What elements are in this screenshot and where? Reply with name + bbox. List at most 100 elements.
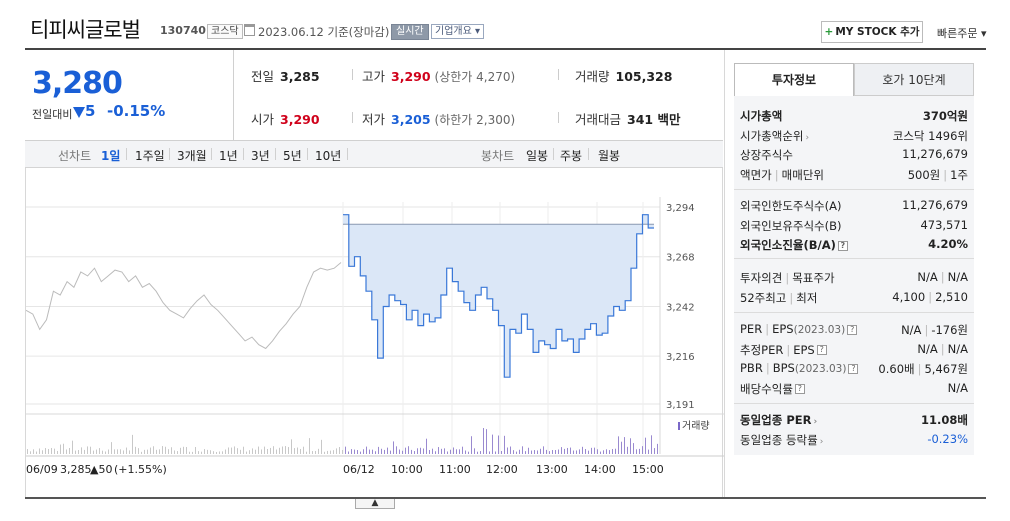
volume-bar	[213, 451, 214, 454]
help-icon[interactable]: ?	[837, 240, 848, 251]
volume-bar	[597, 449, 598, 454]
volume-bar	[369, 449, 370, 454]
volume-bar	[513, 450, 514, 454]
price-series	[26, 214, 654, 378]
tab-investment-info[interactable]: 투자정보	[734, 63, 854, 96]
volume-bar	[45, 448, 46, 454]
period-monthly[interactable]: 월봉	[598, 149, 621, 163]
add-my-stock-button[interactable]: + MY STOCK 추가	[821, 21, 923, 43]
info-row-value-text: N/A	[917, 341, 938, 356]
divider	[211, 148, 212, 160]
volume-bar	[66, 449, 67, 454]
info-row[interactable]: 동일업종 PER › 11.08배	[740, 412, 968, 431]
stat-sub: (상한가 4,270)	[434, 70, 516, 84]
volume-bar	[312, 451, 313, 454]
volume-bar	[657, 443, 658, 454]
realtime-badge[interactable]: 실시간	[391, 24, 429, 40]
collapse-chart-button[interactable]: ▲	[355, 499, 395, 509]
help-icon[interactable]: ?	[794, 384, 805, 394]
volume-bar	[465, 450, 466, 454]
volume-bar	[630, 438, 631, 454]
volume-bar	[150, 447, 151, 454]
volume-bar	[297, 447, 298, 454]
stat-value: 3,290	[391, 69, 431, 84]
prev-day-close: 3,285	[60, 463, 92, 476]
x-tick-label: 11:00	[439, 463, 471, 476]
company-overview-dropdown[interactable]: 기업개요 ▾	[431, 24, 484, 39]
volume-bar	[453, 447, 454, 454]
period-10y[interactable]: 10년	[315, 149, 342, 163]
period-3m[interactable]: 3개월	[177, 149, 207, 163]
info-row[interactable]: 시가총액순위 › 코스닥 1496위	[740, 128, 968, 147]
period-1w[interactable]: 1주일	[135, 149, 165, 163]
info-row-value: N/A | N/A	[917, 342, 968, 356]
period-3y[interactable]: 3년	[251, 149, 270, 163]
info-row[interactable]: 동일업종 등락률 › -0.23%	[740, 432, 968, 451]
help-icon[interactable]: ?	[848, 363, 859, 374]
info-row-value-text: 코스닥 1496위	[892, 128, 968, 143]
info-row: 배당수익률? N/A	[740, 381, 968, 400]
volume-legend-swatch	[678, 422, 680, 430]
info-row-value: 11,276,679	[902, 198, 968, 212]
help-icon[interactable]: ?	[847, 324, 858, 335]
chevron-right-icon: ›	[819, 436, 824, 447]
volume-bar	[270, 447, 271, 454]
volume-bar	[474, 448, 475, 454]
stock-code: 130740	[160, 24, 206, 37]
volume-bar	[450, 449, 451, 454]
info-row-label: 투자의견 | 목표주가	[740, 270, 835, 286]
info-row-value: 코스닥 1496위	[893, 128, 968, 144]
volume-bar	[294, 448, 295, 454]
period-1d[interactable]: 1일	[101, 149, 121, 163]
volume-bar	[546, 449, 547, 454]
y-axis-labels: 3,294 3,268 3,242 3,216 3,191	[666, 203, 695, 411]
info-row-value-secondary: 2,510	[935, 289, 968, 304]
info-row: 액면가 | 매매단위 500원 | 1주	[740, 167, 968, 186]
period-daily[interactable]: 일봉	[526, 149, 549, 163]
stat-label: 고가	[362, 69, 386, 84]
plus-icon: +	[824, 26, 834, 38]
volume-bar	[393, 441, 394, 454]
divider	[307, 148, 308, 160]
volume-bar	[480, 451, 481, 454]
tab-order-book-10[interactable]: 호가 10단계	[854, 63, 974, 96]
period-5y[interactable]: 5년	[283, 149, 302, 163]
stat-value: 341 백만	[627, 112, 681, 127]
help-icon[interactable]: ?	[816, 345, 827, 355]
volume-bar	[456, 449, 457, 454]
info-row: 외국인소진율(B/A)? 4.20%	[740, 237, 968, 256]
info-row-label: 추정PER | EPS?	[740, 342, 827, 358]
period-weekly[interactable]: 주봉	[560, 149, 583, 163]
price-chart-svg: 3,294 3,268 3,242 3,216 3,191 거래량 06/09 06/12…	[26, 197, 724, 476]
volume-bar	[648, 449, 649, 454]
stat-open: 시가 3,290	[251, 109, 320, 128]
info-row-value: 11,276,679	[902, 147, 968, 161]
volume-bar	[555, 450, 556, 454]
volume-bar	[399, 449, 400, 454]
y-tick-label: 3,242	[666, 302, 695, 313]
stat-label: 거래대금	[575, 112, 622, 127]
volume-bar	[507, 447, 508, 454]
info-row-value-text: 4,100	[892, 289, 926, 304]
stat-trade-value: 거래대금 341 백만	[575, 109, 680, 128]
quick-order-dropdown[interactable]: 빠른주문 ▾	[937, 27, 987, 40]
info-row-label-secondary: EPS	[793, 342, 815, 357]
divider: |	[765, 322, 770, 336]
volume-bar	[411, 449, 412, 454]
volume-bar	[645, 437, 646, 454]
info-row-label: 상장주식수	[740, 147, 793, 163]
price-chart[interactable]: 3,294 3,268 3,242 3,216 3,191 거래량 06/09 06/12…	[25, 168, 724, 498]
info-row-value-secondary: 5,467원	[924, 362, 968, 376]
volume-bar	[123, 450, 124, 454]
chevron-up-icon: ▲	[371, 498, 379, 508]
volume-bar	[165, 446, 166, 454]
volume-bar	[357, 450, 358, 454]
prev-session-line	[26, 262, 342, 350]
volume-bar	[381, 448, 382, 454]
info-row-label-text: 외국인한도주식수(A)	[740, 199, 842, 213]
volume-bar	[276, 449, 277, 454]
x-tick-label: 15:00	[632, 463, 664, 476]
divider	[169, 148, 170, 160]
period-1y[interactable]: 1년	[219, 149, 238, 163]
volume-bar	[528, 447, 529, 454]
